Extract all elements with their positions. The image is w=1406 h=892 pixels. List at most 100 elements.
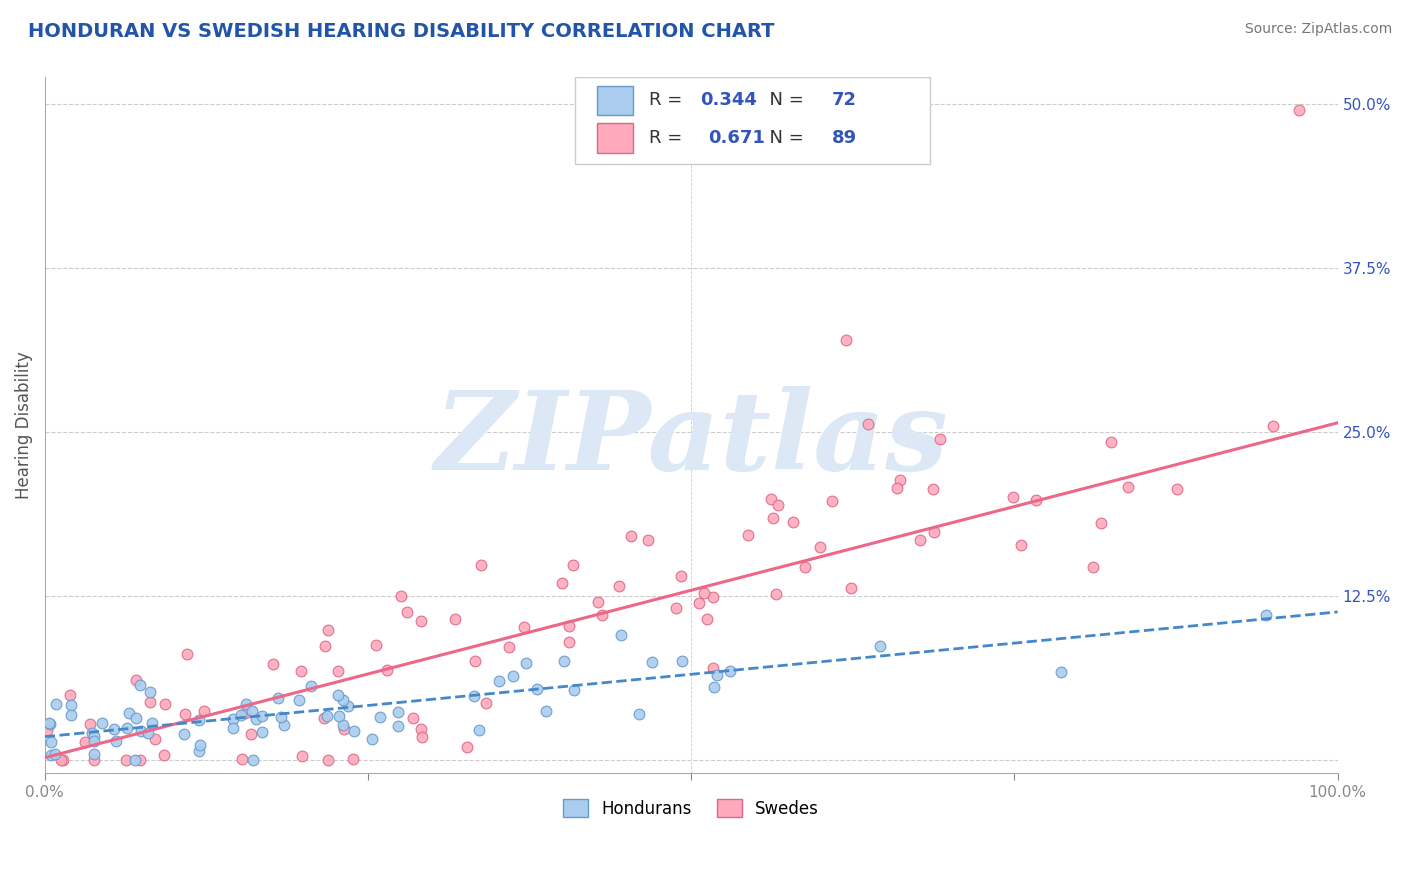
Point (665, 600, 688, 615)
Point (766, 499, 789, 513)
Point (83, 747, 105, 762)
Point (488, 673, 510, 688)
Point (115, 753, 138, 767)
Point (1261, 419, 1284, 434)
Point (229, 708, 252, 723)
Point (242, 753, 264, 767)
Point (839, 581, 862, 595)
Point (343, 724, 366, 739)
Point (193, 704, 215, 718)
Point (553, 654, 575, 668)
Point (588, 595, 610, 609)
Point (336, 698, 359, 713)
Point (252, 725, 274, 739)
Point (456, 739, 478, 754)
Point (35, 723, 58, 737)
Point (60, 707, 83, 722)
Point (143, 731, 166, 746)
Point (250, 709, 273, 723)
Point (332, 693, 354, 707)
Point (188, 738, 211, 752)
Point (79, 717, 101, 731)
Point (187, 744, 209, 758)
Point (326, 688, 349, 702)
Point (153, 697, 176, 711)
Point (808, 540, 831, 554)
Point (368, 710, 391, 724)
Point (326, 665, 349, 679)
Point (73, 735, 96, 749)
Point (821, 493, 844, 508)
Point (377, 663, 399, 677)
Point (316, 708, 339, 723)
Point (444, 612, 467, 626)
Point (342, 752, 364, 766)
Point (103, 723, 125, 737)
Point (1256, 608, 1278, 623)
Point (669, 569, 692, 583)
Point (1002, 490, 1025, 504)
Point (83, 753, 105, 767)
Point (641, 655, 664, 669)
Point (45, 697, 67, 711)
Point (793, 560, 815, 574)
Point (83, 729, 105, 743)
Point (153, 747, 176, 762)
Point (761, 492, 783, 507)
Y-axis label: Hearing Disability: Hearing Disability (15, 351, 32, 500)
Point (401, 711, 423, 725)
Point (688, 596, 710, 610)
Point (502, 669, 524, 683)
Point (262, 657, 284, 671)
Point (1025, 492, 1047, 507)
Point (889, 473, 911, 487)
Point (83, 734, 105, 748)
Point (557, 635, 579, 649)
Point (411, 614, 433, 628)
Text: ZIPatlas: ZIPatlas (434, 385, 948, 493)
Text: R =: R = (648, 91, 688, 110)
Point (245, 712, 267, 726)
Point (316, 753, 339, 767)
Point (702, 590, 724, 604)
Point (314, 639, 336, 653)
Point (1288, 103, 1310, 118)
Point (39, 747, 62, 762)
Point (314, 710, 336, 724)
Point (498, 640, 520, 654)
Point (411, 730, 433, 744)
Text: Source: ZipAtlas.com: Source: ZipAtlas.com (1244, 22, 1392, 37)
Point (128, 678, 150, 692)
Point (468, 723, 491, 737)
Point (233, 706, 256, 720)
Point (136, 725, 159, 739)
Point (105, 734, 128, 748)
Point (610, 628, 633, 642)
Point (551, 576, 574, 591)
FancyBboxPatch shape (596, 86, 633, 115)
Point (125, 673, 148, 688)
Point (703, 681, 725, 695)
Point (290, 748, 312, 763)
Point (564, 683, 586, 698)
Point (49, 753, 72, 767)
Point (60, 698, 83, 712)
Point (389, 589, 412, 603)
Text: N =: N = (758, 91, 810, 110)
Point (627, 706, 650, 721)
Point (1090, 516, 1112, 531)
Point (270, 710, 292, 724)
FancyBboxPatch shape (596, 123, 633, 153)
Point (138, 685, 160, 699)
Point (1116, 480, 1139, 494)
Point (534, 704, 557, 718)
Point (222, 722, 245, 736)
Point (361, 731, 384, 746)
Point (908, 533, 931, 547)
Point (364, 639, 387, 653)
Text: 0.344: 0.344 (700, 91, 758, 110)
Point (1099, 435, 1122, 450)
Point (475, 696, 498, 710)
Point (299, 679, 322, 693)
Text: 0.671: 0.671 (709, 129, 765, 147)
